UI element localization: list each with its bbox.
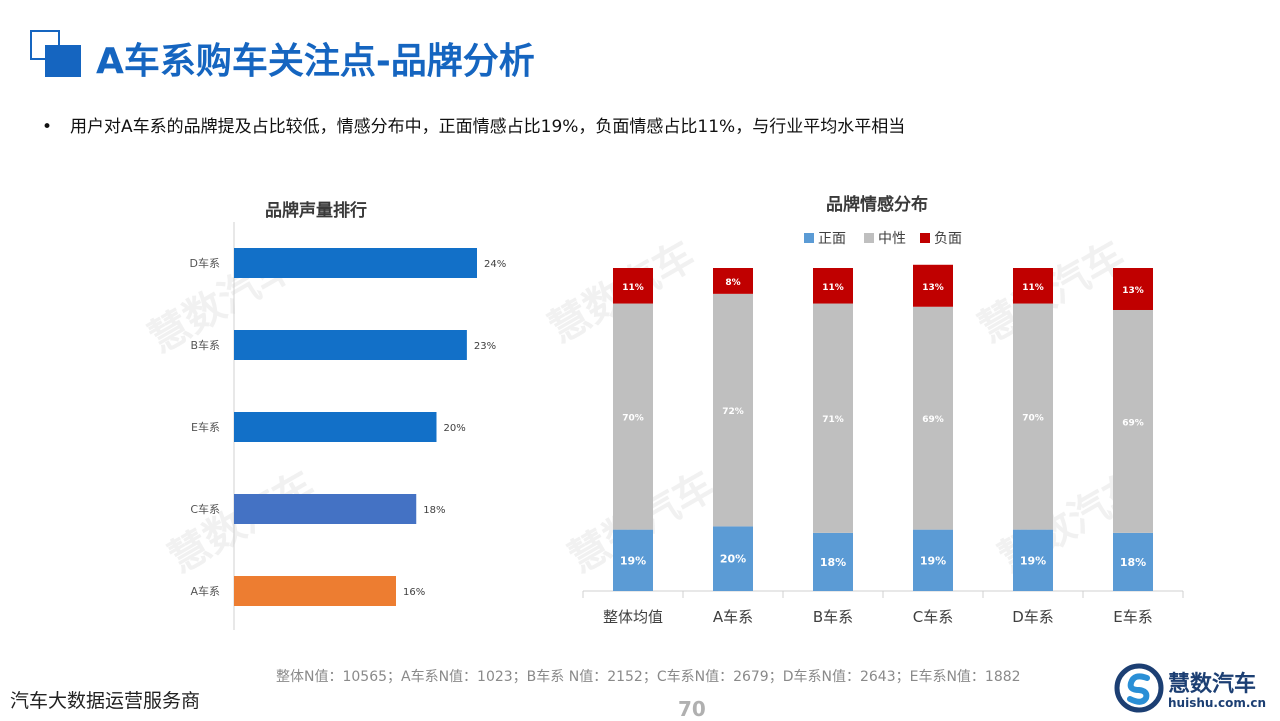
category-tick-label: A车系 [713, 608, 753, 626]
stacked-bar-segment [613, 268, 653, 304]
volume-chart-title: 品牌声量排行 [265, 201, 367, 221]
company-slogan: 汽车大数据运营服务商 [10, 690, 201, 712]
stacked-bar-segment [1113, 532, 1153, 591]
stacked-bar-segment [813, 532, 853, 591]
bar [234, 330, 467, 360]
logo-mark-icon [1114, 663, 1164, 713]
stacked-bar-segment [613, 529, 653, 591]
bar-value-label: 18% [423, 505, 445, 516]
segment-value-label: 13% [922, 283, 944, 293]
legend-swatch [920, 233, 930, 243]
segment-value-label: 69% [1122, 418, 1144, 428]
category-tick-label: E车系 [1113, 608, 1152, 626]
stacked-bar-segment [1013, 529, 1053, 591]
segment-value-label: 70% [1022, 414, 1044, 424]
page-number: 70 [678, 697, 706, 721]
segment-value-label: 11% [822, 283, 844, 293]
stacked-bar-segment [713, 268, 753, 294]
segment-value-label: 19% [920, 554, 946, 567]
segment-value-label: 70% [622, 414, 644, 424]
segment-value-label: 19% [620, 554, 646, 567]
legend-swatch [804, 233, 814, 243]
logo-url: huishu.com.cn [1168, 696, 1267, 710]
sample-size-note: 整体N值：10565；A车系N值：1023；B车系 N值：2152；C车系N值：… [276, 669, 1021, 685]
bar-value-label: 20% [444, 423, 466, 434]
stacked-bar-segment [1113, 268, 1153, 310]
summary-bullet: • 用户对A车系的品牌提及占比较低，情感分布中，正面情感占比19%，负面情感占比1… [42, 112, 905, 137]
page-title: A车系购车关注点-品牌分析 [96, 41, 535, 82]
segment-value-label: 69% [922, 415, 944, 425]
segment-value-label: 72% [722, 407, 744, 417]
stacked-bar-segment [1113, 309, 1153, 533]
stacked-bar-segment [813, 303, 853, 533]
bar [234, 248, 477, 278]
segment-value-label: 18% [820, 556, 846, 569]
category-tick-label: C车系 [913, 608, 953, 626]
legend-label: 负面 [934, 231, 962, 247]
category-tick-label: C车系 [190, 502, 220, 516]
stacked-bar-segment [1013, 303, 1053, 530]
bar-value-label: 23% [474, 341, 496, 352]
segment-value-label: 13% [1122, 286, 1144, 296]
category-tick-label: B车系 [813, 608, 853, 626]
stacked-bar-segment [813, 268, 853, 304]
category-tick-label: D车系 [1012, 608, 1054, 626]
stacked-bar-segment [713, 293, 753, 527]
legend-label: 正面 [818, 231, 846, 247]
legend-swatch [864, 233, 874, 243]
sentiment-chart-title: 品牌情感分布 [826, 195, 928, 215]
logo-name: 慧数汽车 [1168, 672, 1257, 697]
stacked-bar-segment [713, 526, 753, 591]
legend-label: 中性 [878, 231, 906, 247]
stacked-bar-segment [913, 306, 953, 530]
stacked-bar-segment [613, 303, 653, 530]
bar [234, 576, 396, 606]
brand-logo: 慧数汽车 huishu.com.cn [1114, 660, 1274, 716]
segment-value-label: 19% [1020, 554, 1046, 567]
category-tick-label: B车系 [190, 338, 220, 352]
segment-value-label: 71% [822, 415, 844, 425]
segment-value-label: 11% [1022, 283, 1044, 293]
stacked-bar-segment [913, 529, 953, 591]
segment-value-label: 11% [622, 283, 644, 293]
category-tick-label: E车系 [191, 420, 220, 434]
bar-value-label: 24% [484, 259, 506, 270]
category-tick-label: A车系 [190, 584, 220, 598]
title-decoration-fill [45, 45, 81, 77]
category-tick-label: D车系 [190, 256, 220, 270]
stacked-bar-segment [913, 264, 953, 307]
bullet-dot: • [42, 117, 53, 137]
stacked-bar-segment [1013, 268, 1053, 304]
category-tick-label: 整体均值 [603, 608, 663, 626]
segment-value-label: 8% [725, 278, 740, 288]
bar [234, 412, 437, 442]
segment-value-label: 18% [1120, 556, 1146, 569]
bar [234, 494, 417, 524]
bar-value-label: 16% [403, 587, 425, 598]
segment-value-label: 20% [720, 553, 746, 566]
summary-text: 用户对A车系的品牌提及占比较低，情感分布中，正面情感占比19%，负面情感占比11… [70, 117, 906, 137]
